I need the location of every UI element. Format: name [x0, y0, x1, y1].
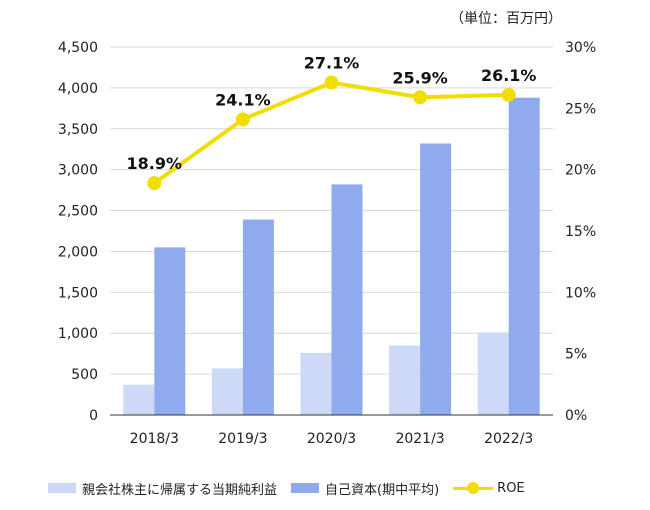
- bar-net-income: [211, 368, 243, 415]
- y-right-tick-label: 15%: [565, 224, 596, 240]
- roe-point: [324, 75, 339, 90]
- legend-item-roe: ROE: [453, 480, 525, 496]
- roe-line: [153, 80, 509, 185]
- unit-label: （単位：百万円）: [450, 11, 562, 27]
- roe-data-label: 24.1%: [215, 90, 271, 109]
- bar-net-income: [123, 384, 155, 415]
- roe-data-label: 26.1%: [481, 66, 537, 85]
- bar-equity: [154, 247, 186, 415]
- legend-item-net-income: 親会社株主に帰属する当期純利益: [48, 479, 277, 498]
- roe-point: [147, 176, 162, 191]
- y-left-tick-label: 0: [89, 408, 98, 424]
- bar-net-income: [389, 345, 421, 415]
- legend-marker-roe: [453, 482, 494, 494]
- x-tick-label: 2019/3: [218, 431, 267, 447]
- x-tick-label: 2018/3: [130, 431, 179, 447]
- bar-net-income: [477, 332, 509, 415]
- legend-swatch-equity: [291, 483, 320, 493]
- roe-data-label: 18.9%: [127, 154, 183, 173]
- legend-swatch-net-income: [48, 483, 76, 493]
- x-tick-label: 2020/3: [307, 431, 356, 447]
- y-left-tick-label: 3,000: [58, 163, 98, 179]
- legend-item-equity: 自己資本(期中平均): [291, 479, 439, 498]
- legend-label-equity: 自己資本(期中平均): [325, 482, 440, 498]
- y-left-tick-label: 2,500: [58, 204, 98, 220]
- y-left-tick-label: 1,000: [58, 326, 98, 342]
- y-left-tick-label: 4,500: [58, 40, 98, 56]
- roe-point: [235, 112, 250, 127]
- bar-equity: [420, 143, 452, 415]
- roe-data-label: 27.1%: [304, 54, 360, 73]
- bar-equity: [508, 97, 540, 416]
- bar-equity: [242, 219, 274, 415]
- roe-data-label: 25.9%: [392, 68, 448, 87]
- x-tick-label: 2021/3: [395, 431, 444, 447]
- roe-point: [413, 90, 428, 105]
- roe-point: [501, 87, 516, 102]
- y-left-tick-label: 2,000: [58, 244, 98, 260]
- y-right-tick-label: 0%: [565, 408, 587, 424]
- y-left-tick-label: 1,500: [58, 285, 98, 301]
- legend-label-roe: ROE: [497, 480, 525, 496]
- y-right-tick-label: 5%: [565, 347, 587, 363]
- bar-net-income: [300, 352, 332, 415]
- y-left-tick-label: 500: [71, 367, 98, 383]
- y-left-tick-label: 4,000: [58, 81, 98, 97]
- y-right-tick-label: 20%: [565, 163, 596, 179]
- roe-chart: 0 500 1,000 1,500 2,000 2,500 3,000 3,500 4,000 4…: [58, 40, 596, 447]
- y-right-tick-label: 25%: [565, 101, 596, 117]
- bar-equity: [331, 184, 363, 415]
- y-left-tick-label: 3,500: [58, 122, 98, 138]
- y-right-tick-label: 10%: [565, 285, 596, 301]
- y-right-tick-label: 30%: [565, 40, 596, 56]
- legend-label-net-income: 親会社株主に帰属する当期純利益: [82, 482, 278, 498]
- x-tick-label: 2022/3: [484, 431, 533, 447]
- legend: 親会社株主に帰属する当期純利益 自己資本(期中平均) ROE: [48, 478, 539, 498]
